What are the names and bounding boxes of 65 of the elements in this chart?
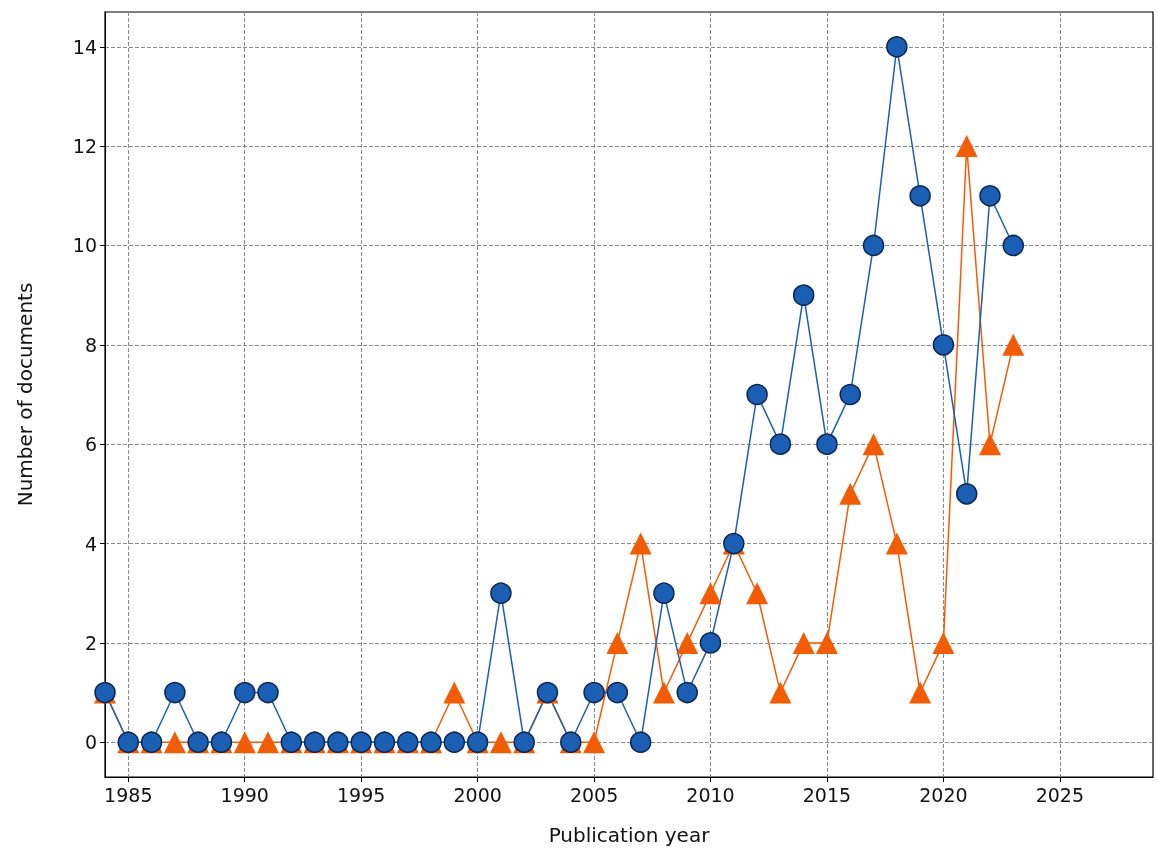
x-tick-label: 2000 [453, 783, 502, 806]
point [769, 681, 792, 704]
x-tick-label: 2025 [1035, 783, 1085, 806]
point [909, 681, 932, 704]
y-tick-label: 8 [84, 333, 97, 356]
y-tick-label: 4 [84, 532, 97, 555]
point [676, 631, 699, 654]
point [979, 185, 1001, 207]
x-tick-label: 1985 [104, 783, 153, 806]
point [885, 532, 908, 555]
point [257, 731, 280, 754]
point [652, 681, 675, 704]
point [699, 632, 722, 654]
y-tick-label: 14 [72, 35, 97, 58]
point [932, 334, 955, 356]
point [699, 582, 722, 605]
point [978, 433, 1001, 456]
point [792, 631, 815, 654]
x-tick-label: 2015 [802, 783, 852, 806]
y-tick-label: 0 [84, 731, 97, 754]
point [955, 135, 978, 158]
point [629, 731, 652, 753]
point [164, 681, 186, 704]
point [629, 532, 652, 555]
point [816, 433, 838, 455]
point [746, 383, 768, 406]
y-tick-label: 10 [72, 234, 97, 257]
x-tick-label: 2005 [569, 783, 619, 806]
y-tick-label: 6 [84, 433, 97, 456]
x-tick-label: 2010 [686, 783, 735, 806]
point [862, 433, 885, 456]
point [746, 582, 769, 605]
point [257, 681, 279, 704]
point [932, 631, 955, 654]
point [443, 731, 466, 753]
point [886, 36, 908, 58]
point [233, 731, 256, 754]
point [489, 731, 512, 754]
point [839, 482, 862, 505]
point [676, 681, 698, 704]
x-tick-label: 1990 [220, 783, 269, 806]
point [490, 582, 512, 604]
point [606, 681, 629, 704]
point [862, 234, 885, 257]
point [815, 631, 838, 654]
point [163, 731, 186, 754]
y-tick-label: 2 [84, 631, 97, 654]
point [792, 284, 815, 306]
point [606, 631, 629, 654]
y-tick-label: 12 [72, 135, 97, 158]
point [583, 731, 606, 754]
point [839, 383, 861, 406]
point [1002, 234, 1025, 257]
point [443, 681, 466, 704]
x-tick-label: 1995 [337, 783, 386, 806]
point [909, 185, 931, 207]
x-tick-label: 2020 [919, 783, 968, 806]
point [653, 582, 675, 604]
x-axis-title: Publication year [548, 823, 711, 847]
point [583, 681, 605, 704]
point [955, 483, 978, 505]
y-axis-title: Number of documents [13, 282, 37, 507]
point [234, 681, 256, 704]
point [1002, 333, 1025, 356]
point [769, 433, 792, 455]
